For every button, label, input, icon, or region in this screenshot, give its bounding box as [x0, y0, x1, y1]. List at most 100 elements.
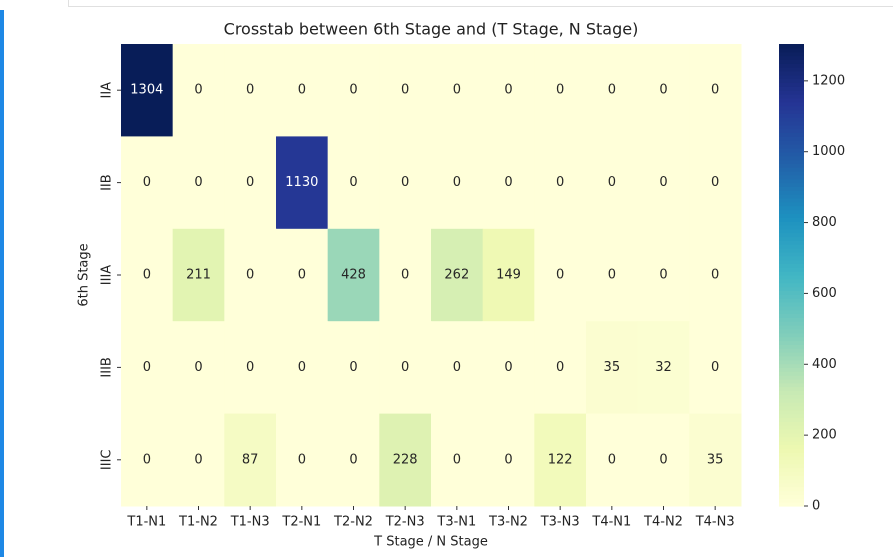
colorbar-segment [779, 174, 804, 180]
heatmap-cell [637, 228, 690, 322]
heatmap-cell [534, 413, 587, 507]
colorbar-segment [779, 336, 804, 342]
colorbar-segment [779, 313, 804, 318]
cell-label: 0 [659, 268, 667, 283]
colorbar-segment [779, 490, 804, 496]
colorbar-segment [779, 405, 804, 411]
colorbar-tick-label: 600 [812, 286, 837, 301]
cell-label: 0 [556, 360, 564, 375]
heatmap-cell [586, 136, 639, 230]
heatmap-cell [172, 44, 225, 137]
colorbar-segment [779, 455, 804, 461]
heatmap-cell [534, 136, 587, 230]
y-tick-label: IIA [100, 82, 115, 99]
colorbar-segment [779, 409, 804, 415]
heatmap-cell [431, 413, 484, 507]
heatmap-cell [586, 44, 639, 137]
colorbar-segment [779, 151, 804, 157]
colorbar-segment [779, 298, 804, 303]
x-tick-label: T3-N2 [488, 515, 528, 530]
colorbar-segment [779, 209, 804, 214]
cell-label: 0 [504, 83, 512, 98]
colorbar-segment [779, 105, 804, 111]
x-tick-label: T1-N3 [230, 515, 270, 530]
colorbar-segment [779, 171, 804, 176]
heatmap-cell [327, 44, 380, 137]
colorbar-segment [779, 467, 804, 472]
colorbar-segment [779, 155, 804, 161]
heatmap-cell [586, 413, 639, 507]
cell-label: 87 [242, 452, 259, 467]
heatmap-cell [224, 136, 277, 230]
heatmap-cell [689, 44, 742, 137]
cell-label: 262 [444, 268, 469, 283]
colorbar-segment [779, 117, 804, 122]
colorbar-segment [779, 479, 804, 484]
heatmap-cell [482, 228, 535, 322]
colorbar-segment [779, 140, 804, 145]
colorbar-segment [779, 194, 804, 199]
cell-label: 0 [246, 268, 254, 283]
chart-title: Crosstab between 6th Stage and (T Stage,… [224, 20, 639, 39]
colorbar-segment [779, 186, 804, 191]
heatmap-cell [172, 228, 225, 322]
cell-label: 0 [401, 268, 409, 283]
x-axis-label: T Stage / N Stage [373, 535, 488, 550]
colorbar-segment [779, 382, 804, 388]
x-tick-label: T4-N1 [591, 515, 631, 530]
colorbar-tick-label: 400 [812, 357, 837, 372]
heatmap-cell [637, 136, 690, 230]
colorbar-segment [779, 159, 804, 164]
heatmap-cell [637, 413, 690, 507]
cell-label: 0 [194, 452, 202, 467]
colorbar-segment [779, 417, 804, 422]
cell-label: 0 [711, 268, 719, 283]
colorbar-segment [779, 432, 804, 438]
heatmap-cell [689, 321, 742, 415]
cell-label: 0 [659, 83, 667, 98]
colorbar-segment [779, 498, 804, 503]
cell-label: 1304 [130, 83, 163, 98]
colorbar-segment [779, 440, 804, 445]
cell-label: 0 [556, 268, 564, 283]
cell-label: 0 [453, 360, 461, 375]
colorbar-segment [779, 74, 804, 80]
colorbar-segment [779, 144, 804, 149]
heatmap-cell [121, 136, 174, 230]
colorbar-segment [779, 121, 804, 126]
colorbar-segment [779, 236, 804, 241]
heatmap-cell [121, 321, 174, 415]
cell-label: 0 [298, 83, 306, 98]
x-tick-label: T3-N3 [540, 515, 580, 530]
heatmap-cell [224, 321, 277, 415]
cell-label: 35 [707, 452, 724, 467]
colorbar-segment [779, 444, 804, 449]
cell-label: 0 [504, 175, 512, 190]
cell-label: 0 [401, 175, 409, 190]
colorbar-segment [779, 190, 804, 195]
cell-label: 0 [608, 175, 616, 190]
colorbar-segment [779, 259, 804, 265]
colorbar-segment [779, 367, 804, 372]
cell-label: 0 [143, 360, 151, 375]
colorbar-segment [779, 182, 804, 188]
colorbar-segment [779, 132, 804, 137]
heatmap-cell [379, 136, 432, 230]
heatmap-cell [482, 413, 535, 507]
cell-label: 0 [504, 452, 512, 467]
cell-label: 0 [143, 175, 151, 190]
colorbar-segment [779, 263, 804, 268]
cell-label: 228 [393, 452, 418, 467]
colorbar-segment [779, 301, 804, 307]
heatmap-cell [586, 228, 639, 322]
heatmap-cell [431, 321, 484, 415]
colorbar-segment [779, 448, 804, 453]
x-tick-label: T2-N3 [385, 515, 425, 530]
cell-label: 0 [401, 360, 409, 375]
colorbar-segment [779, 221, 804, 226]
colorbar-segment [779, 459, 804, 465]
heatmap-cell [379, 228, 432, 322]
cell-label: 149 [496, 268, 521, 283]
colorbar-segment [779, 344, 804, 349]
